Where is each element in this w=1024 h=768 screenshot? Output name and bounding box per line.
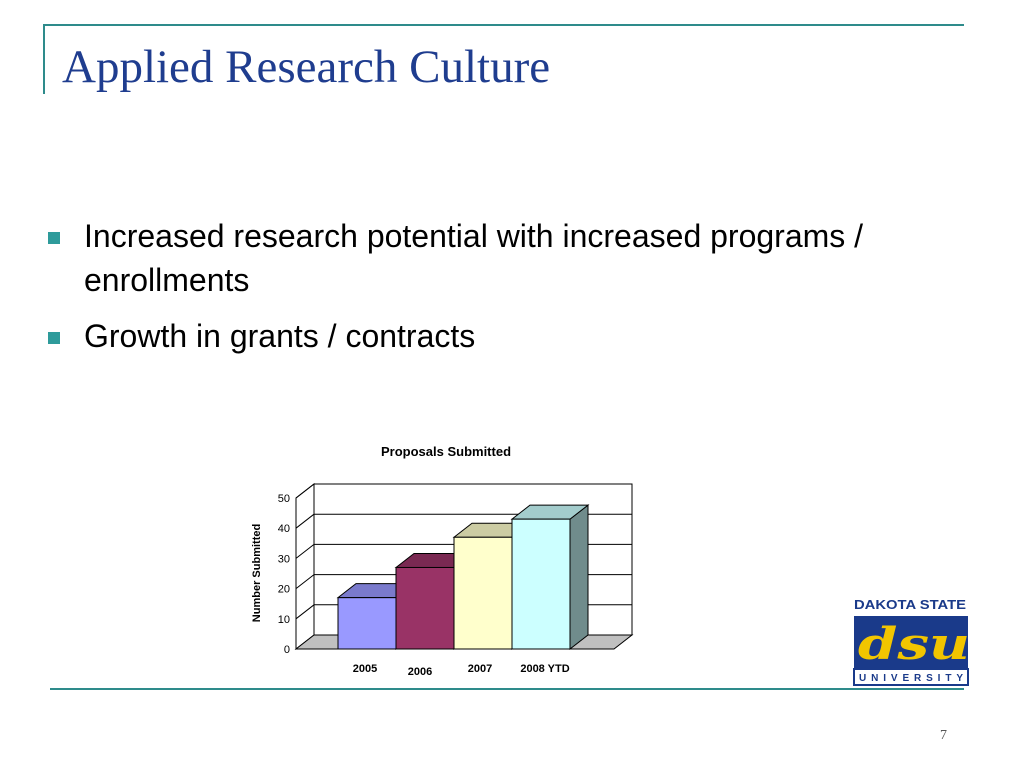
y-tick-label: 10	[278, 614, 290, 626]
bullet-list: Increased research potential with increa…	[48, 214, 908, 370]
logo-top-text: DAKOTA STATE	[854, 597, 966, 612]
dsu-logo-graphic: DAKOTA STATE dsu UNIVERSITY	[853, 597, 970, 686]
slide-title: Applied Research Culture	[62, 41, 551, 93]
gridline-side	[295, 483, 315, 499]
bar	[453, 536, 513, 650]
logo-bottom-band	[853, 668, 969, 686]
square-bullet-icon	[48, 332, 60, 344]
chart-canvas: 0 10 20 30 40 50 2005 2006 2007 2008 YTD Proposals…	[251, 444, 634, 678]
bar	[337, 597, 397, 650]
bar	[511, 518, 571, 650]
bullet-item: Growth in grants / contracts	[48, 314, 908, 358]
gridline-side	[295, 604, 315, 620]
logo-panel	[854, 616, 968, 668]
y-tick-label: 30	[278, 553, 290, 565]
proposals-chart: 0 10 20 30 40 50 2005 2006 2007 2008 YTD Proposals…	[240, 436, 660, 686]
gridline-side	[295, 544, 315, 559]
chart-title: Proposals Submitted	[381, 444, 511, 459]
bullet-text: Growth in grants / contracts	[84, 318, 476, 354]
y-tick-label: 40	[278, 523, 290, 535]
logo-monogram: dsu	[858, 619, 970, 670]
left-rule	[43, 24, 45, 94]
bottom-rule	[50, 688, 964, 690]
y-tick-label: 50	[278, 493, 290, 505]
gridline-side	[295, 574, 315, 589]
bar-side	[569, 504, 589, 651]
x-category-label: 2007	[468, 663, 492, 675]
university-logo: DAKOTA STATE dsu UNIVERSITY	[850, 596, 972, 688]
x-category-label: 2008 YTD	[520, 663, 569, 675]
top-rule	[43, 24, 964, 26]
y-tick-label: 20	[278, 584, 290, 596]
x-category-label: 2006	[408, 666, 432, 678]
bar	[395, 566, 455, 650]
bullet-item: Increased research potential with increa…	[48, 214, 908, 302]
bullet-text: Increased research potential with increa…	[84, 218, 864, 298]
gridline-side	[295, 513, 315, 529]
square-bullet-icon	[48, 232, 60, 244]
y-axis-label: Number Submitted	[251, 524, 263, 622]
page-number: 7	[940, 728, 947, 743]
x-category-label: 2005	[353, 663, 377, 675]
y-tick-label: 0	[284, 644, 290, 656]
chart-side-wall	[295, 482, 315, 651]
